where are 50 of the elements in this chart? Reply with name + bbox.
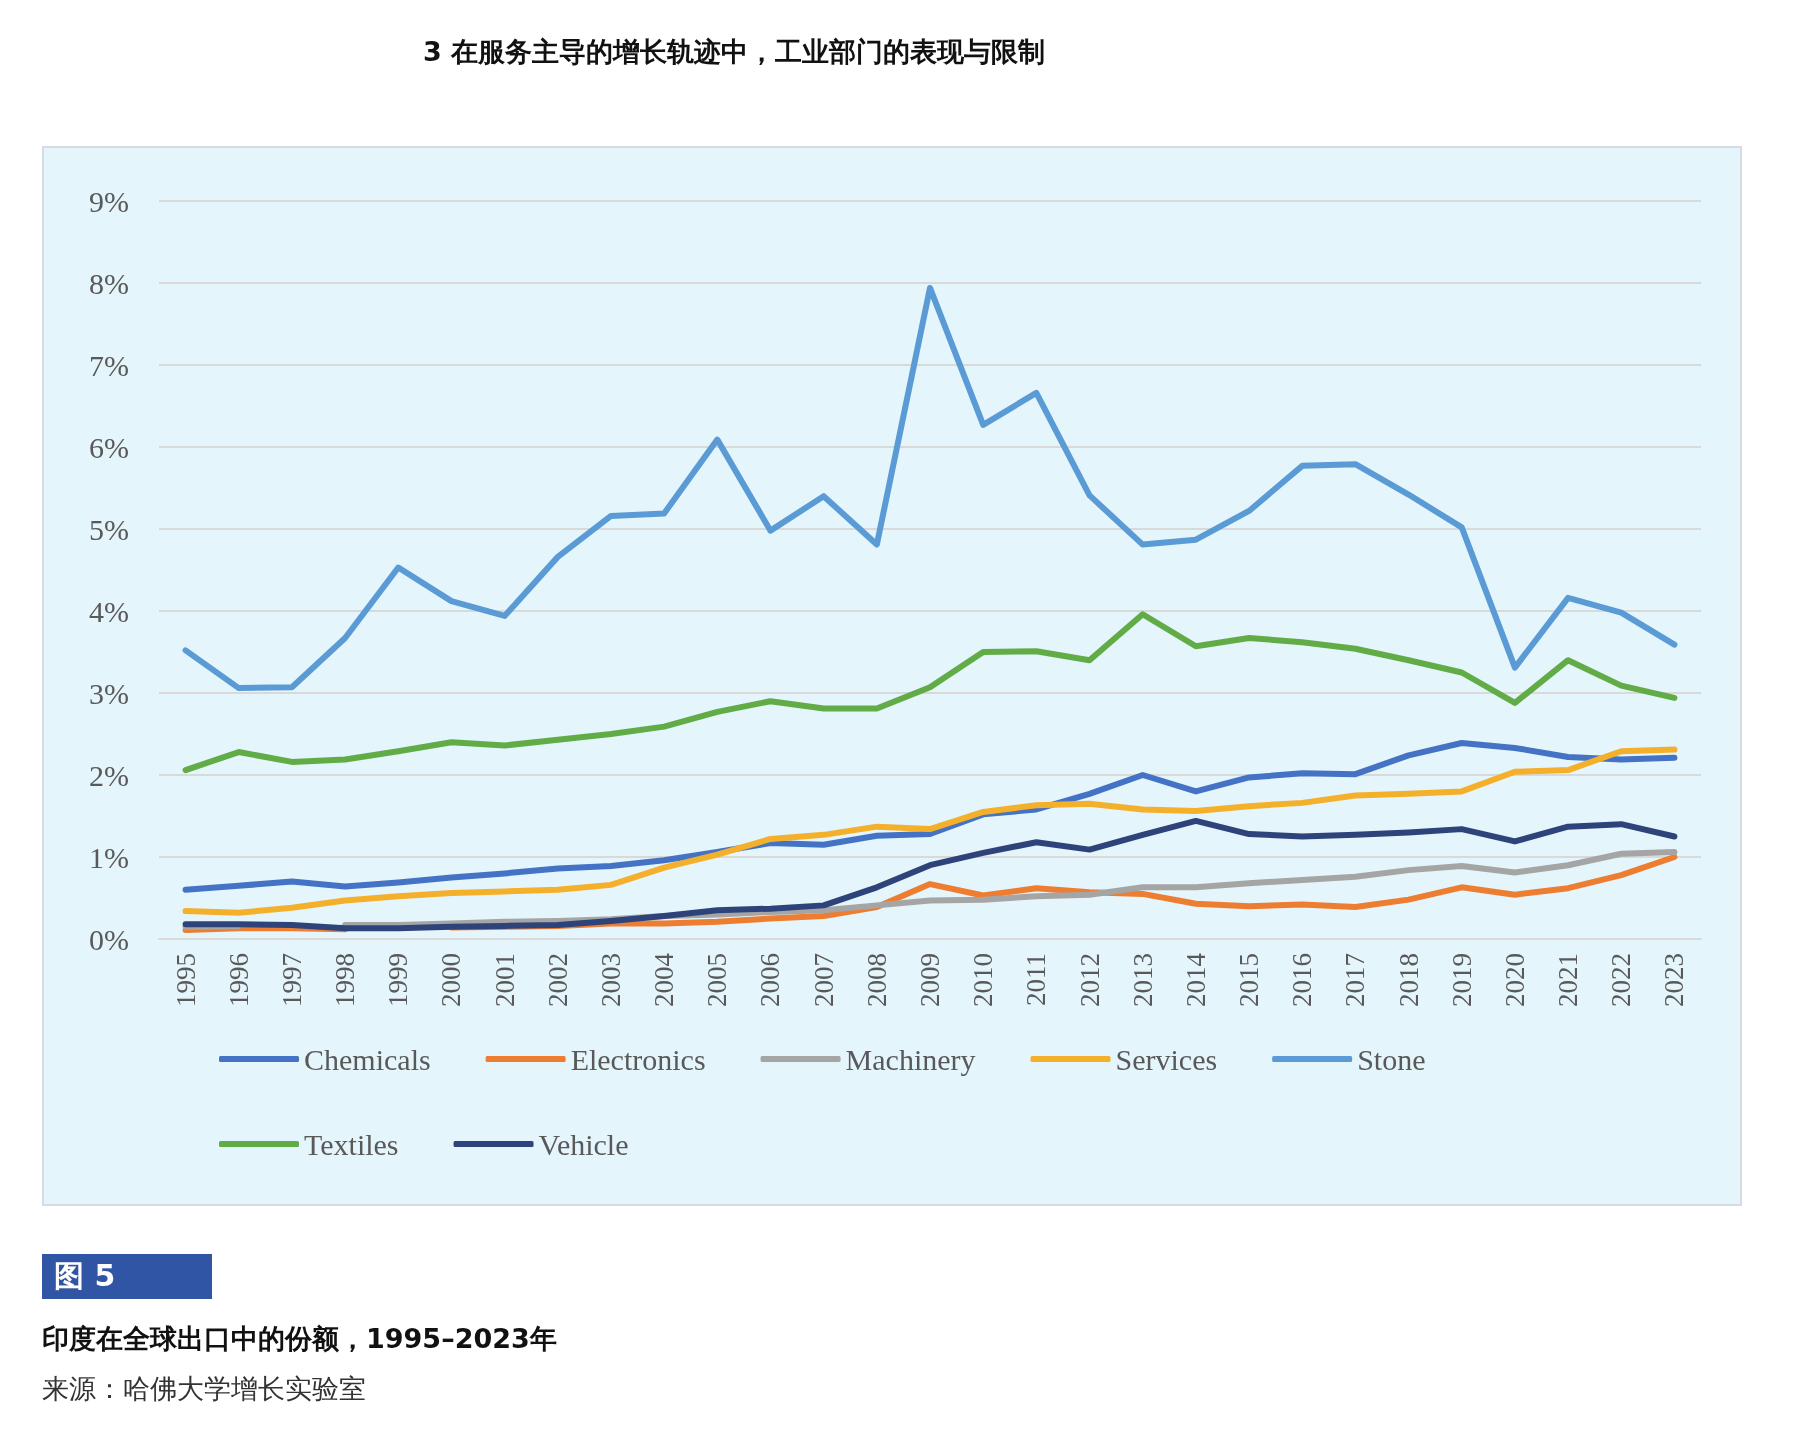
legend-label: Services	[1115, 1042, 1218, 1076]
x-tick-label: 2010	[968, 953, 999, 1007]
y-tick-label: 5%	[89, 512, 129, 546]
x-tick-label: 2020	[1499, 953, 1530, 1007]
x-tick-label: 2001	[489, 953, 520, 1007]
y-tick-label: 9%	[89, 184, 129, 218]
x-tick-label: 1997	[276, 953, 307, 1007]
legend-label: Vehicle	[538, 1127, 629, 1161]
x-tick-label: 1998	[330, 953, 361, 1007]
y-tick-label: 7%	[89, 348, 129, 382]
x-tick-label: 2003	[595, 953, 626, 1007]
text: 印度在全球出口中的份额，1995–2023年	[42, 1322, 558, 1356]
x-tick-label: 2007	[808, 953, 839, 1007]
x-tick-label: 2006	[755, 953, 786, 1007]
x-tick-label: 2008	[861, 953, 892, 1007]
x-tick-label: 2005	[702, 953, 733, 1007]
x-tick-label: 2002	[542, 953, 573, 1007]
x-tick-label: 2000	[436, 953, 467, 1007]
y-tick-label: 3%	[89, 676, 129, 710]
y-tick-label: 1%	[89, 840, 129, 874]
caption: 图 5	[42, 1254, 212, 1299]
x-tick-label: 2013	[1127, 953, 1158, 1007]
legend-label: Chemicals	[304, 1042, 431, 1076]
x-tick-label: 2021	[1553, 953, 1584, 1007]
chart-title: 3 在服务主导的增长轨迹中，工业部门的表现与限制	[423, 35, 1047, 69]
y-tick-label: 4%	[89, 594, 129, 628]
x-tick-label: 2004	[649, 952, 680, 1007]
source-note: 来源：哈佛大学增长实验室	[42, 1372, 367, 1406]
legend-label: Textiles	[304, 1127, 399, 1161]
x-tick-label: 2022	[1606, 953, 1637, 1007]
y-tick-label: 8%	[89, 266, 129, 300]
x-tick-label: 2014	[1180, 952, 1211, 1007]
x-tick-label: 2017	[1340, 953, 1371, 1007]
legend-label: Stone	[1357, 1042, 1426, 1076]
x-tick-label: 2016	[1287, 953, 1318, 1007]
y-tick-label: 2%	[89, 758, 129, 792]
y-tick-label: 6%	[89, 430, 129, 464]
legend-label: Electronics	[570, 1042, 706, 1076]
x-tick-label: 2012	[1074, 953, 1105, 1007]
x-tick-label: 2019	[1446, 953, 1477, 1007]
x-tick-label: 1999	[383, 953, 414, 1007]
x-tick-label: 2011	[1021, 953, 1052, 1006]
y-tick-label: 0%	[89, 922, 129, 956]
legend-label: Machinery	[845, 1042, 976, 1076]
x-tick-label: 1995	[170, 953, 201, 1007]
x-tick-label: 2023	[1659, 953, 1690, 1007]
x-tick-label: 1996	[223, 953, 254, 1007]
x-tick-label: 2009	[915, 953, 945, 1007]
x-tick-label: 2018	[1393, 953, 1424, 1007]
x-tick-label: 2015	[1234, 953, 1265, 1007]
